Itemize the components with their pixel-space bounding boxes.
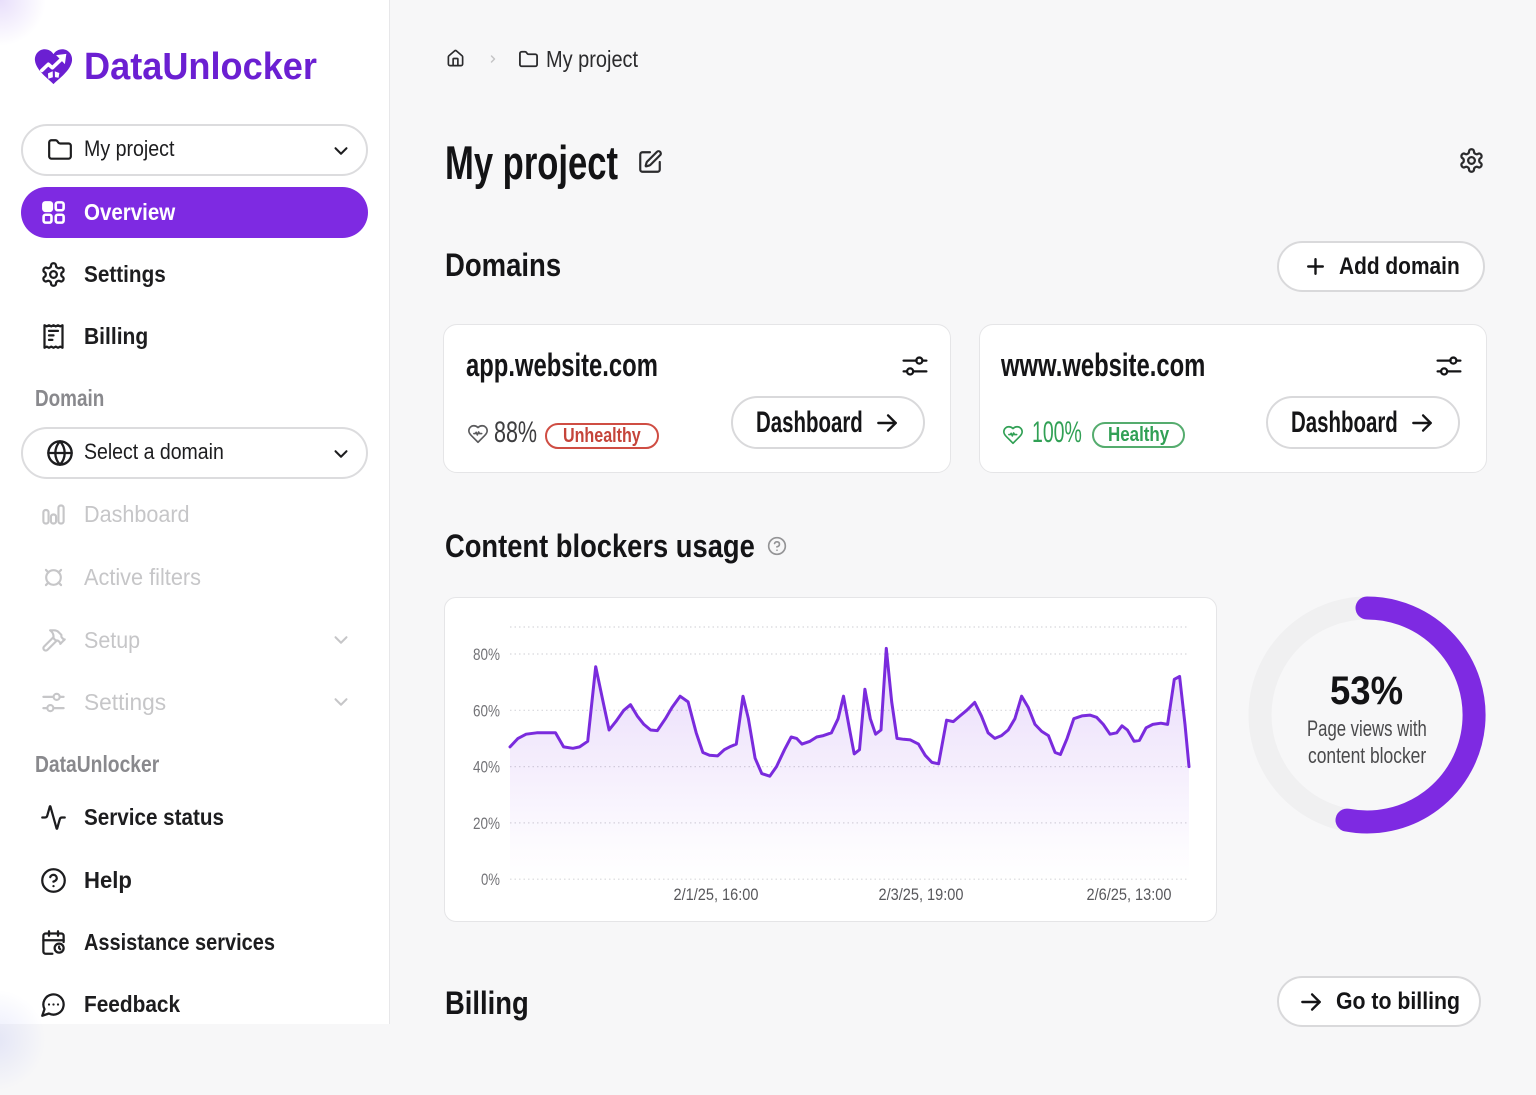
svg-text:0%: 0% <box>481 870 500 889</box>
svg-text:60%: 60% <box>473 701 500 720</box>
svg-text:20%: 20% <box>473 814 500 833</box>
svg-text:2/3/25, 19:00: 2/3/25, 19:00 <box>879 885 964 904</box>
svg-text:80%: 80% <box>473 645 500 664</box>
svg-text:2/1/25, 16:00: 2/1/25, 16:00 <box>674 885 759 904</box>
svg-text:2/6/25, 13:00: 2/6/25, 13:00 <box>1087 885 1172 904</box>
svg-text:40%: 40% <box>473 758 500 777</box>
